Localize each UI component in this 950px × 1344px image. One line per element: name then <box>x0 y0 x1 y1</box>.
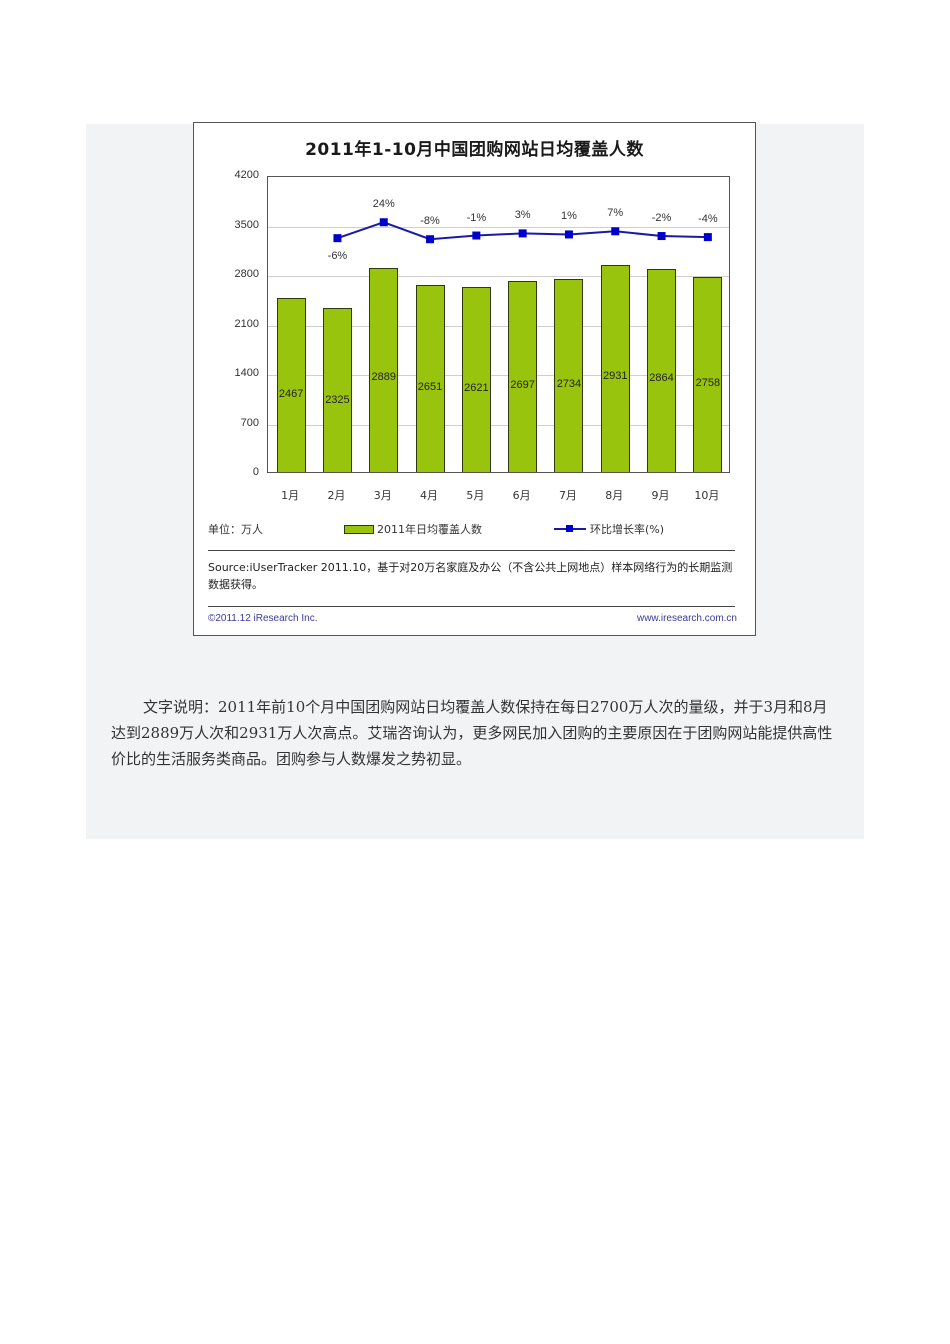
legend-bar: 2011年日均覆盖人数 <box>344 521 482 537</box>
bar <box>508 281 538 472</box>
x-tick-label: 8月 <box>605 489 624 502</box>
bar-value-label: 2651 <box>417 380 443 393</box>
bar-value-label: 2325 <box>325 394 350 406</box>
chart-figure: 2011年1-10月中国团购网站日均覆盖人数 0 700 1400 2100 2800 3… <box>193 122 756 636</box>
y-tick-label: 2800 <box>234 268 259 280</box>
growth-rate-label: -6% <box>327 250 348 263</box>
line-marker <box>703 233 712 242</box>
bar-value-label: 2621 <box>464 382 489 395</box>
bar <box>461 286 491 472</box>
chart-title: 2011年1-10月中国团购网站日均覆盖人数 <box>305 140 644 160</box>
bar-value-label: 2697 <box>510 379 535 392</box>
bar <box>600 264 630 472</box>
bar <box>322 307 352 472</box>
line-marker <box>564 230 573 239</box>
gridline <box>268 424 729 426</box>
line-marker <box>379 218 388 227</box>
bar <box>647 269 677 472</box>
gridline <box>268 276 729 277</box>
bar <box>276 297 306 472</box>
gridline <box>268 226 729 228</box>
x-tick-label: 1月 <box>281 489 300 502</box>
growth-rate-label: -1% <box>466 211 487 224</box>
line-marker-icon <box>554 525 586 532</box>
legend-line-label: 环比增长率(%) <box>590 523 665 536</box>
x-tick-label: 9月 <box>651 489 670 502</box>
line-marker <box>518 229 527 238</box>
line-marker <box>333 234 342 243</box>
y-tick-label: 3500 <box>234 218 259 231</box>
bar-swatch-icon <box>344 524 374 534</box>
growth-rate-label: 1% <box>560 210 577 223</box>
y-tick-label: 4200 <box>234 169 259 181</box>
bar-value-label: 2467 <box>278 388 304 401</box>
y-tick-label: 1400 <box>234 367 259 379</box>
x-tick-label: 3月 <box>373 489 392 502</box>
x-tick-label: 6月 <box>512 489 531 502</box>
plot-area: 2467 2325 2889 2651 2621 2697 2734 2931 2864 2758… <box>267 176 730 473</box>
x-tick-label: 2月 <box>327 489 346 502</box>
growth-rate-line <box>333 218 712 244</box>
unit-label-container: 单位：万人 <box>208 521 263 537</box>
bar-value-label: 2864 <box>649 372 674 385</box>
growth-rate-label: -2% <box>651 212 672 225</box>
line-marker <box>657 232 666 241</box>
bar <box>554 278 584 472</box>
x-tick-label: 4月 <box>420 489 439 502</box>
legend-bar-label: 2011年日均覆盖人数 <box>377 523 482 536</box>
line-marker <box>611 227 620 236</box>
divider <box>208 606 735 607</box>
copyright: ©2011.12 iResearch Inc. <box>208 613 318 624</box>
growth-rate-label: -8% <box>420 215 440 228</box>
unit-label: 单位：万人 <box>208 523 263 536</box>
x-tick-label: 5月 <box>466 489 485 502</box>
website-link[interactable]: www.iresearch.com.cn <box>636 613 737 624</box>
source-note: Source:iUserTracker 2011.10，基于对20万名家庭及办公… <box>208 561 733 591</box>
y-tick-label: 700 <box>240 416 259 429</box>
bar <box>415 284 445 472</box>
gridline <box>268 325 729 327</box>
y-tick-label: 0 <box>252 466 259 478</box>
growth-rate-label: -4% <box>698 213 718 226</box>
line-marker <box>426 235 435 244</box>
description-paragraph: 文字说明：2011年前10个月中国团购网站日均覆盖人数保持在每日2700万人次的… <box>111 698 833 768</box>
growth-rate-label: 3% <box>514 209 531 222</box>
x-tick-label: 10月 <box>694 489 720 502</box>
growth-rate-label: 24% <box>372 198 395 211</box>
bar-value-label: 2931 <box>603 369 628 382</box>
bar <box>693 276 723 472</box>
line-marker <box>472 231 481 240</box>
legend-line: 环比增长率(%) <box>554 521 664 537</box>
bar-value-label: 2889 <box>371 371 396 384</box>
divider <box>208 550 735 551</box>
gridline <box>268 375 729 376</box>
y-tick-label: 2100 <box>234 317 259 330</box>
bar-value-label: 2734 <box>556 377 582 390</box>
bar <box>369 267 399 472</box>
x-tick-label: 7月 <box>558 489 577 502</box>
bar-value-label: 2758 <box>695 376 721 389</box>
growth-rate-label: 7% <box>607 207 624 220</box>
